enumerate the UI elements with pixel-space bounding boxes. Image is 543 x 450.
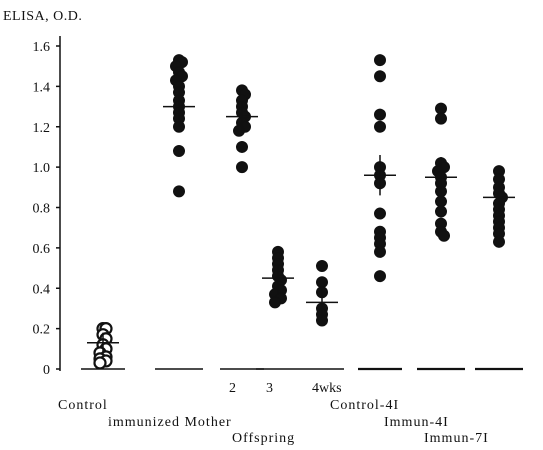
x-label-offspring-4wks: 4wks — [312, 381, 342, 396]
data-point — [236, 140, 248, 153]
y-tick-label: 1.4 — [33, 80, 51, 95]
data-point — [93, 356, 107, 370]
group-immun-41 — [417, 102, 465, 371]
x-label-offspring-3: 3 — [266, 381, 273, 396]
x-label-offspring-2: 2 — [229, 381, 236, 396]
x-label-immunized-mother: immunized Mother — [108, 415, 232, 430]
y-axis-title: ELISA, O.D. — [3, 9, 82, 24]
data-point — [316, 260, 328, 273]
data-point — [236, 161, 248, 174]
y-tick-label: 0.8 — [33, 202, 51, 217]
x-label-control-41: Control-4I — [330, 398, 399, 413]
data-point — [435, 102, 447, 115]
group-control-41 — [358, 54, 402, 371]
x-axis-labels: Control immunized Mother Offspring 2 3 4… — [58, 381, 489, 446]
y-tick-label: 1.2 — [33, 121, 51, 136]
y-tick-label: 0.4 — [33, 282, 51, 297]
data-point — [435, 195, 447, 208]
y-tick-label: 1.6 — [33, 40, 51, 55]
data-point — [233, 124, 245, 137]
y-axis-ticks: 0 0.2 0.4 0.6 0.8 1.0 1.2 1.4 1.6 — [33, 40, 60, 378]
chart-marks — [81, 54, 523, 371]
data-point — [374, 245, 386, 258]
x-label-offspring: Offspring — [232, 431, 295, 446]
y-tick-label: 0.6 — [33, 242, 51, 257]
y-tick-label: 0.2 — [33, 323, 51, 338]
data-point — [316, 276, 328, 289]
data-point — [374, 207, 386, 220]
data-point — [374, 270, 386, 283]
data-point — [269, 296, 281, 309]
group-immunized-mother — [155, 54, 203, 370]
data-point — [374, 54, 386, 67]
x-label-control: Control — [58, 398, 108, 413]
data-point — [173, 144, 185, 157]
x-label-immun-41: Immun-4I — [384, 415, 449, 430]
data-point — [374, 108, 386, 121]
group-offspring-3 — [256, 245, 300, 370]
group-immun-71 — [475, 165, 523, 371]
y-tick-label: 1.0 — [33, 161, 51, 176]
data-point — [374, 70, 386, 83]
data-point — [435, 205, 447, 218]
data-point — [173, 185, 185, 198]
x-label-immun-71: Immun-7I — [424, 431, 489, 446]
group-offspring-4wks — [300, 260, 344, 370]
data-point — [374, 120, 386, 133]
group-control — [81, 322, 125, 370]
group-offspring-2 — [220, 84, 264, 370]
y-tick-label: 0 — [43, 363, 50, 378]
data-point — [438, 229, 450, 242]
data-point — [435, 112, 447, 125]
data-point — [493, 235, 505, 248]
